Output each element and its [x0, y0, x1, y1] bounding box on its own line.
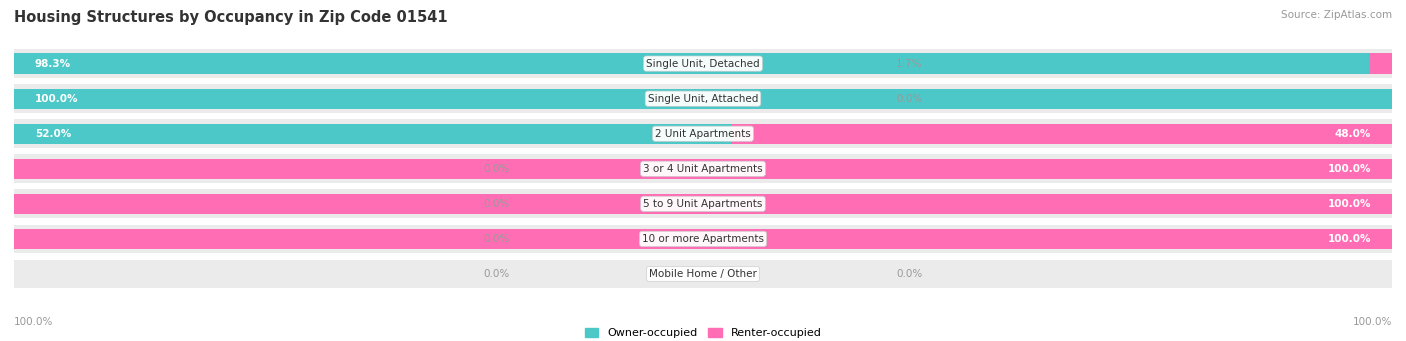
Text: 100.0%: 100.0% [35, 94, 79, 104]
Text: 10 or more Apartments: 10 or more Apartments [643, 234, 763, 244]
Text: 0.0%: 0.0% [484, 234, 510, 244]
Text: 0.0%: 0.0% [484, 164, 510, 174]
Text: Single Unit, Detached: Single Unit, Detached [647, 59, 759, 69]
Bar [731, 123, 1392, 144]
Bar [14, 260, 1392, 288]
Text: 5 to 9 Unit Apartments: 5 to 9 Unit Apartments [644, 199, 762, 209]
Text: 52.0%: 52.0% [35, 129, 70, 139]
Bar [14, 224, 1392, 253]
Text: 0.0%: 0.0% [896, 269, 922, 279]
Text: Single Unit, Attached: Single Unit, Attached [648, 94, 758, 104]
Text: 100.0%: 100.0% [14, 317, 53, 327]
Text: 1.7%: 1.7% [896, 59, 922, 69]
Bar [14, 84, 1392, 113]
Text: 2 Unit Apartments: 2 Unit Apartments [655, 129, 751, 139]
Text: Mobile Home / Other: Mobile Home / Other [650, 269, 756, 279]
Text: 0.0%: 0.0% [484, 199, 510, 209]
Bar [1368, 54, 1392, 74]
Bar [14, 54, 1368, 74]
Bar [14, 89, 1392, 109]
Text: 100.0%: 100.0% [1327, 199, 1371, 209]
Text: 0.0%: 0.0% [896, 94, 922, 104]
Bar [14, 119, 1392, 148]
Text: 48.0%: 48.0% [1334, 129, 1371, 139]
Text: Source: ZipAtlas.com: Source: ZipAtlas.com [1281, 10, 1392, 20]
Text: 0.0%: 0.0% [484, 269, 510, 279]
Text: 100.0%: 100.0% [1327, 234, 1371, 244]
Legend: Owner-occupied, Renter-occupied: Owner-occupied, Renter-occupied [581, 323, 825, 341]
Text: Housing Structures by Occupancy in Zip Code 01541: Housing Structures by Occupancy in Zip C… [14, 10, 447, 25]
Text: 100.0%: 100.0% [1353, 317, 1392, 327]
Bar [14, 229, 1392, 249]
Text: 100.0%: 100.0% [1327, 164, 1371, 174]
Text: 98.3%: 98.3% [35, 59, 70, 69]
Bar [14, 123, 731, 144]
Bar [14, 190, 1392, 218]
Bar [14, 49, 1392, 78]
Text: 3 or 4 Unit Apartments: 3 or 4 Unit Apartments [643, 164, 763, 174]
Bar [14, 159, 1392, 179]
Bar [14, 194, 1392, 214]
Bar [14, 154, 1392, 183]
